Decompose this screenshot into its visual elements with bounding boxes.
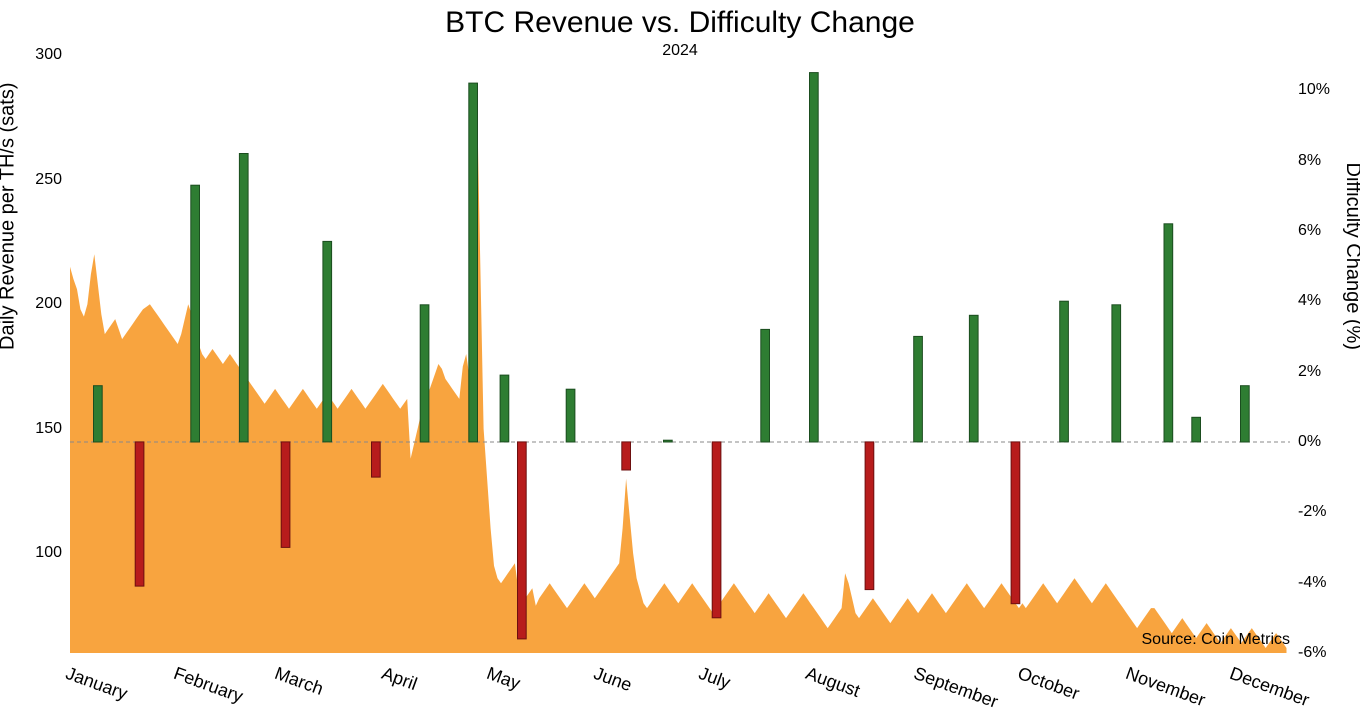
plot-area: Source: Coin Metrics 100150200250300-6%-… (70, 55, 1290, 653)
chart-title: BTC Revenue vs. Difficulty Change (0, 6, 1360, 40)
difficulty-bar (323, 241, 332, 442)
x-tick: December (1227, 663, 1312, 708)
x-tick: October (1015, 663, 1082, 705)
x-tick: May (483, 663, 522, 694)
difficulty-bar (1112, 305, 1121, 442)
source-label: Source: Coin Metrics (1142, 631, 1291, 649)
x-tick: January (63, 663, 130, 705)
y2-tick: 8% (1298, 152, 1321, 170)
difficulty-bar (664, 440, 673, 442)
x-tick: July (695, 663, 732, 694)
difficulty-bar (1011, 442, 1020, 604)
difficulty-bar (1241, 386, 1250, 442)
difficulty-bar (281, 442, 290, 548)
y1-axis-label: Daily Revenue per TH/s (sats) (0, 83, 20, 351)
y2-tick: 0% (1298, 433, 1321, 451)
x-tick: February (171, 663, 246, 707)
bar-chart-layer (70, 55, 1290, 653)
x-tick: April (379, 663, 420, 695)
y2-tick: 6% (1298, 222, 1321, 240)
x-tick: March (271, 663, 325, 700)
x-tick: November (1123, 663, 1208, 708)
difficulty-bar (469, 83, 478, 442)
difficulty-bar (239, 154, 248, 442)
difficulty-bar (810, 73, 819, 442)
y2-tick: -4% (1298, 574, 1326, 592)
difficulty-bar (500, 375, 509, 442)
y2-tick: -2% (1298, 503, 1326, 521)
chart-container: BTC Revenue vs. Difficulty Change 2024 D… (0, 0, 1360, 708)
difficulty-bar (914, 336, 923, 442)
y2-axis-label: Difficulty Change (%) (1341, 163, 1360, 350)
difficulty-bar (622, 442, 631, 470)
x-tick: September (911, 663, 1001, 708)
y2-tick: 2% (1298, 363, 1321, 381)
y1-tick: 100 (35, 544, 62, 562)
y2-tick: 4% (1298, 292, 1321, 310)
difficulty-bar (420, 305, 429, 442)
x-tick: June (591, 663, 635, 696)
difficulty-bar (518, 442, 527, 639)
difficulty-bar (94, 386, 103, 442)
y2-tick: 10% (1298, 81, 1330, 99)
difficulty-bar (1192, 417, 1201, 442)
difficulty-bar (712, 442, 721, 618)
difficulty-bar (865, 442, 874, 590)
y1-tick: 200 (35, 295, 62, 313)
difficulty-bar (761, 329, 770, 442)
difficulty-bar (372, 442, 381, 477)
difficulty-bar (1164, 224, 1173, 442)
y1-tick: 250 (35, 171, 62, 189)
y1-tick: 300 (35, 46, 62, 64)
x-tick: August (803, 663, 863, 702)
difficulty-bar (566, 389, 575, 442)
difficulty-bar (191, 185, 200, 442)
difficulty-bar (135, 442, 144, 586)
y1-tick: 150 (35, 420, 62, 438)
difficulty-bar (1060, 301, 1069, 442)
y2-tick: -6% (1298, 644, 1326, 662)
difficulty-bar (969, 315, 978, 442)
